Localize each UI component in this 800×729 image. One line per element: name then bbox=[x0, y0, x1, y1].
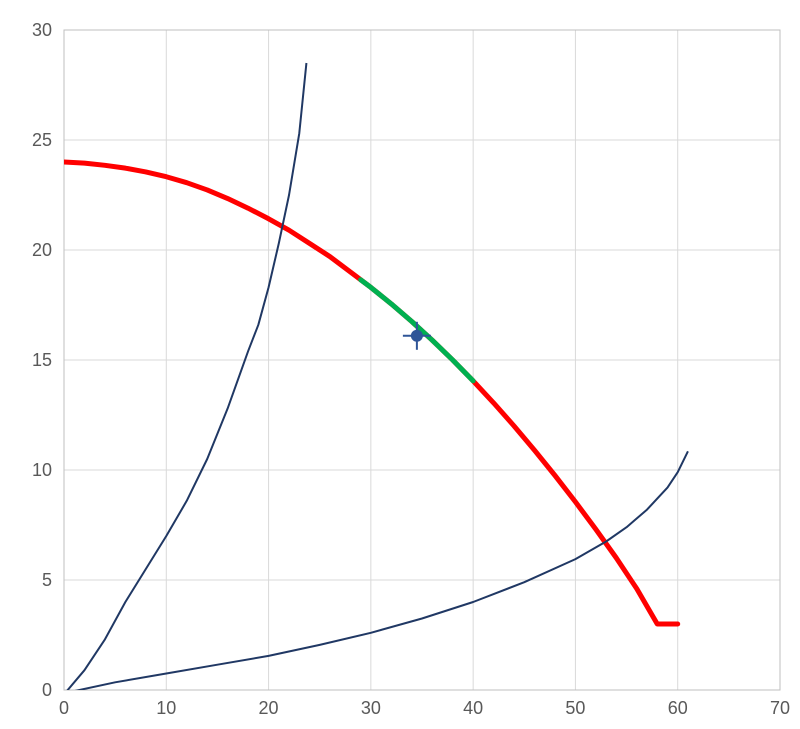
x-tick-label: 20 bbox=[259, 698, 279, 718]
y-tick-label: 10 bbox=[32, 460, 52, 480]
line-chart: 0 10 20 30 40 50 60 70 0 5 10 15 20 25 30 bbox=[0, 0, 800, 729]
y-tick-label: 30 bbox=[32, 20, 52, 40]
marker-dot bbox=[411, 330, 423, 342]
x-tick-label: 10 bbox=[156, 698, 176, 718]
y-tick-label: 20 bbox=[32, 240, 52, 260]
chart-bg bbox=[0, 0, 800, 729]
y-tick-label: 25 bbox=[32, 130, 52, 150]
x-tick-label: 50 bbox=[565, 698, 585, 718]
y-tick-label: 15 bbox=[32, 350, 52, 370]
y-tick-label: 0 bbox=[42, 680, 52, 700]
x-tick-label: 60 bbox=[668, 698, 688, 718]
chart-container: 0 10 20 30 40 50 60 70 0 5 10 15 20 25 30 bbox=[0, 0, 800, 729]
x-tick-label: 40 bbox=[463, 698, 483, 718]
x-tick-label: 30 bbox=[361, 698, 381, 718]
x-tick-label: 70 bbox=[770, 698, 790, 718]
x-tick-label: 0 bbox=[59, 698, 69, 718]
y-tick-label: 5 bbox=[42, 570, 52, 590]
